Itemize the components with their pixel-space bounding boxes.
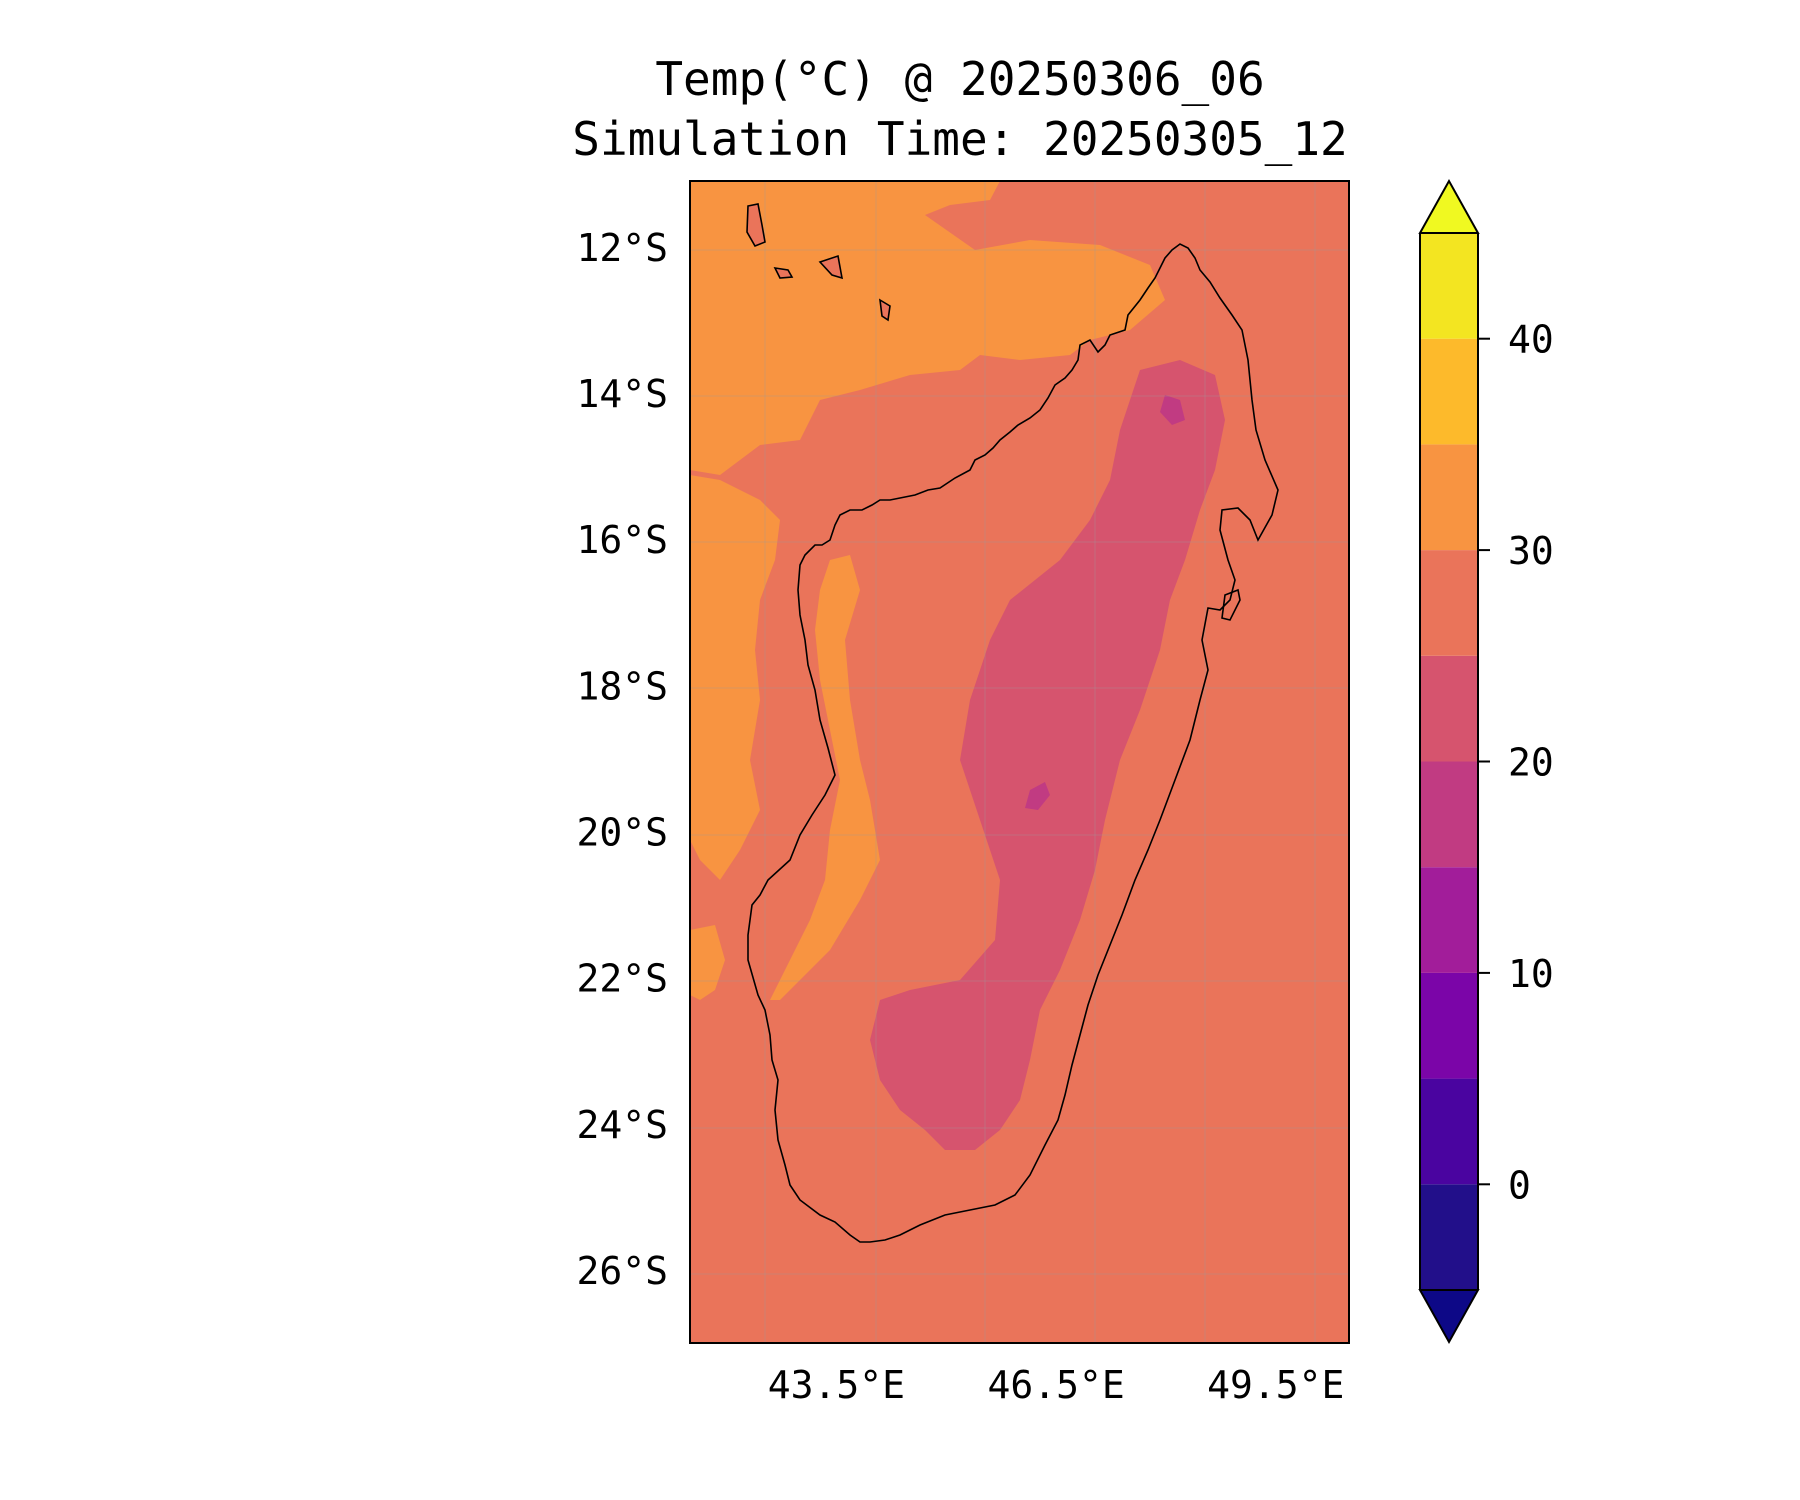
y-axis: 12°S 14°S 16°S 18°S 20°S 22°S 24°S 26°S [576, 226, 668, 1293]
colorbar-tick-label: 20 [1508, 741, 1554, 785]
colorbar-swatch [1420, 338, 1478, 445]
map-frame [689, 180, 1350, 1344]
island-grande-comore [747, 204, 765, 246]
colorbar-tick-label: 40 [1508, 318, 1554, 362]
warm-south-channel [690, 925, 725, 1000]
madagascar-coastline [747, 243, 1279, 1243]
gridlines [690, 181, 1349, 1343]
highland-core-central [1025, 782, 1050, 810]
x-axis: 43.5°E 46.5°E 49.5°E [768, 1363, 1345, 1407]
x-tick-label: 43.5°E [768, 1363, 905, 1407]
highland-core-north [1160, 395, 1185, 425]
colorbar: 0 10 20 30 40 [1418, 178, 1554, 1345]
island-anjouan [820, 256, 842, 278]
highlands-region [870, 360, 1225, 1150]
map-area [690, 181, 1349, 1343]
colorbar-swatch [1420, 550, 1478, 656]
warm-north-region [690, 181, 1165, 475]
colorbar-tick-label: 30 [1508, 529, 1554, 573]
y-tick-label: 26°S [576, 1249, 668, 1293]
x-tick-label: 46.5°E [987, 1363, 1124, 1407]
colorbar-swatch [1420, 761, 1478, 868]
y-tick-label: 18°S [576, 664, 668, 708]
x-tick-label: 49.5°E [1207, 1363, 1344, 1407]
y-tick-label: 22°S [576, 957, 668, 1001]
map-subtitle: Simulation Time: 20250305_12 [572, 112, 1348, 166]
y-tick-label: 16°S [576, 518, 668, 562]
colorbar-swatch [1420, 1184, 1478, 1290]
colorbar-tick-label: 0 [1508, 1163, 1531, 1207]
colorbar-under-arrow [1418, 1289, 1480, 1345]
warm-west-coast [770, 555, 880, 1000]
y-tick-label: 24°S [576, 1103, 668, 1147]
colorbar-swatch [1420, 1078, 1478, 1185]
y-tick-label: 14°S [576, 372, 668, 416]
colorbar-swatch [1420, 444, 1478, 551]
island-outlines [746, 203, 1241, 621]
map-title: Temp(°C) @ 20250306_06 [655, 52, 1265, 106]
colorbar-tick-label: 10 [1508, 952, 1554, 996]
y-tick-label: 20°S [576, 810, 668, 854]
colorbar-over-arrow [1418, 178, 1480, 234]
y-tick-label: 12°S [576, 226, 668, 270]
colorbar-swatch [1420, 233, 1478, 339]
warm-channel-region [690, 475, 780, 880]
colorbar-swatch [1420, 655, 1478, 762]
colorbar-swatch [1420, 972, 1478, 1079]
colorbar-swatch [1420, 867, 1478, 973]
